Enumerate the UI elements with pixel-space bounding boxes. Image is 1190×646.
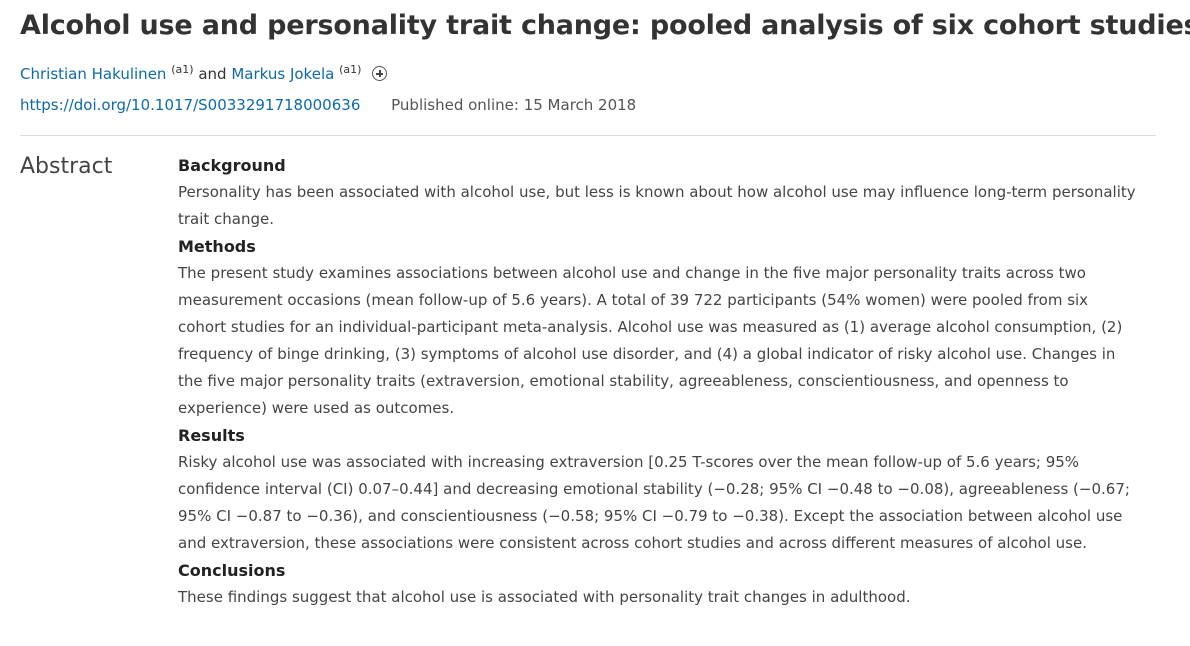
doi-link[interactable]: https://doi.org/10.1017/S003329171800063… [20,96,361,114]
author-affiliation: (a1) [339,63,362,76]
plus-circle-icon[interactable] [372,66,388,81]
article-meta: https://doi.org/10.1017/S003329171800063… [20,95,636,115]
section-heading-background: Background [178,156,286,175]
section-text-background: Personality has been associated with alc… [178,183,1136,228]
divider [20,135,1156,136]
section-text-methods: The present study examines associations … [178,264,1123,417]
author-affiliation: (a1) [171,63,194,76]
author-list: Christian Hakulinen (a1) and Markus Joke… [20,63,388,84]
published-date: Published online: 15 March 2018 [391,96,637,114]
author-conjunction: and [198,65,227,83]
author-link-jokela[interactable]: Markus Jokela [231,65,335,83]
abstract-heading: Abstract [20,154,113,179]
section-heading-conclusions: Conclusions [178,561,286,580]
section-heading-methods: Methods [178,237,256,256]
abstract-body: Background Personality has been associat… [178,152,1138,611]
section-text-conclusions: These findings suggest that alcohol use … [178,588,911,606]
article-title: Alcohol use and personality trait change… [20,10,1190,41]
section-text-results: Risky alcohol use was associated with in… [178,453,1130,552]
author-link-hakulinen[interactable]: Christian Hakulinen [20,65,167,83]
section-heading-results: Results [178,426,245,445]
